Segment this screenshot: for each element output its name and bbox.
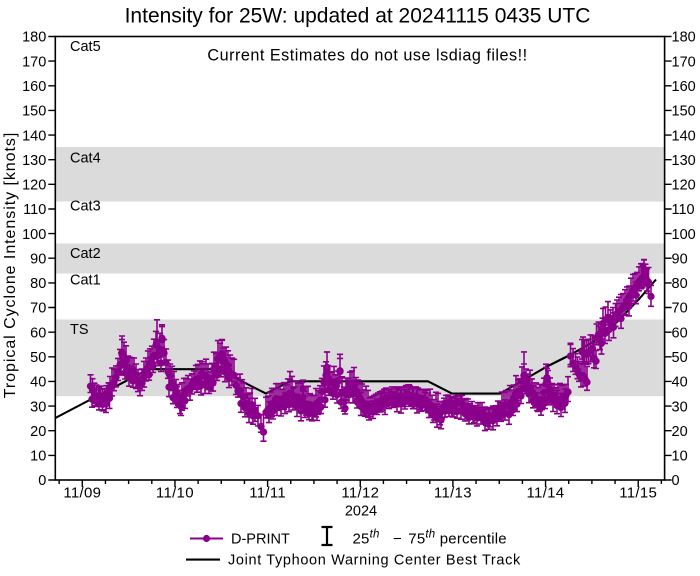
- svg-text:120: 120: [672, 178, 696, 194]
- svg-text:2024: 2024: [345, 504, 377, 520]
- svg-text:90: 90: [30, 251, 46, 267]
- svg-text:Intensity for 25W: updated at: Intensity for 25W: updated at 20241115 0…: [125, 5, 591, 28]
- svg-text:Cat5: Cat5: [70, 39, 101, 55]
- svg-text:25th − 75th percentile: 25th − 75th percentile: [353, 529, 507, 548]
- svg-text:11/11: 11/11: [249, 485, 286, 502]
- svg-text:11/14: 11/14: [527, 485, 565, 502]
- svg-text:TS: TS: [70, 322, 89, 338]
- svg-text:100: 100: [672, 227, 696, 243]
- svg-text:11/13: 11/13: [434, 485, 472, 502]
- svg-text:11/10: 11/10: [156, 485, 194, 502]
- svg-text:Current Estimates do not use l: Current Estimates do not use lsdiag file…: [207, 47, 527, 65]
- svg-text:30: 30: [672, 399, 688, 415]
- svg-text:Cat4: Cat4: [70, 151, 101, 167]
- svg-text:150: 150: [672, 104, 696, 120]
- svg-text:Cat3: Cat3: [70, 198, 101, 214]
- svg-text:30: 30: [30, 399, 46, 415]
- svg-text:50: 50: [672, 350, 688, 366]
- svg-text:10: 10: [30, 449, 46, 465]
- svg-text:D-PRINT: D-PRINT: [231, 532, 290, 548]
- svg-text:140: 140: [22, 128, 46, 144]
- svg-text:170: 170: [672, 54, 696, 70]
- svg-text:50: 50: [30, 350, 46, 366]
- svg-text:160: 160: [22, 79, 46, 95]
- svg-text:40: 40: [672, 375, 688, 391]
- svg-text:130: 130: [22, 153, 46, 169]
- svg-text:0: 0: [672, 473, 680, 489]
- svg-text:100: 100: [22, 227, 46, 243]
- svg-text:90: 90: [672, 251, 688, 267]
- svg-text:170: 170: [22, 54, 46, 70]
- svg-text:180: 180: [22, 30, 46, 46]
- svg-text:140: 140: [672, 128, 696, 144]
- svg-text:11/15: 11/15: [619, 485, 657, 502]
- svg-text:Tropical Cyclone Intensity [kn: Tropical Cyclone Intensity [knots]: [2, 132, 19, 398]
- svg-text:Cat1: Cat1: [70, 273, 101, 289]
- svg-text:160: 160: [672, 79, 696, 95]
- svg-text:20: 20: [672, 424, 688, 440]
- svg-text:60: 60: [672, 325, 688, 341]
- svg-text:80: 80: [672, 276, 688, 292]
- svg-text:150: 150: [22, 104, 46, 120]
- svg-text:60: 60: [30, 325, 46, 341]
- svg-text:70: 70: [30, 301, 46, 317]
- svg-text:180: 180: [672, 30, 696, 46]
- svg-text:110: 110: [672, 202, 695, 218]
- svg-text:10: 10: [672, 449, 688, 465]
- svg-text:Cat2: Cat2: [70, 246, 101, 262]
- svg-text:110: 110: [23, 202, 46, 218]
- svg-text:130: 130: [672, 153, 696, 169]
- svg-text:80: 80: [30, 276, 46, 292]
- svg-text:11/12: 11/12: [341, 485, 379, 502]
- svg-text:Joint Typhoon Warning Center B: Joint Typhoon Warning Center Best Track: [228, 553, 521, 569]
- svg-text:120: 120: [22, 178, 46, 194]
- svg-text:70: 70: [672, 301, 688, 317]
- svg-text:11/09: 11/09: [63, 485, 101, 502]
- svg-text:0: 0: [38, 473, 46, 489]
- svg-text:20: 20: [30, 424, 46, 440]
- svg-text:40: 40: [30, 375, 46, 391]
